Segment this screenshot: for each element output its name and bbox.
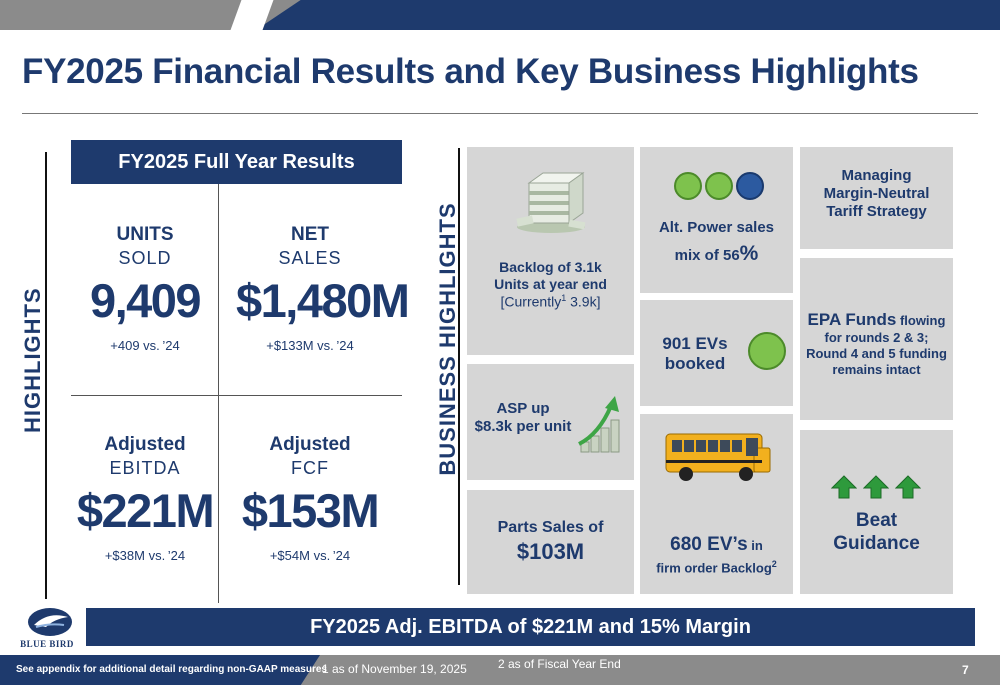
- alt-power-line2: mix of 56%: [674, 242, 759, 265]
- metric-head: Adjusted: [269, 434, 351, 455]
- footnote-2: 2 as of Fiscal Year End: [498, 657, 621, 671]
- metric-comparison: +$133M vs. ’24: [266, 338, 354, 353]
- metric-value: $221M: [76, 484, 215, 537]
- gasoline-badge-icon: [736, 172, 764, 200]
- backlog-line2: Units at year end: [494, 275, 607, 292]
- metric-head: UNITS: [116, 224, 174, 245]
- ebitda-banner: FY2025 Adj. EBITDA of $221M and 15% Marg…: [86, 608, 975, 646]
- electricity-badge-icon: [748, 332, 786, 370]
- highlights-divider: [45, 152, 47, 599]
- tile-backlog: Backlog of 3.1k Units at year end [Curre…: [467, 147, 634, 355]
- business-highlights-divider: [458, 148, 460, 585]
- footnote-1: 1 as of November 19, 2025: [322, 662, 467, 676]
- guidance-line1: Beat: [855, 510, 898, 531]
- epa-line4: remains intact: [832, 361, 921, 377]
- tile-alt-power: Alt. Power sales mix of 56%: [640, 147, 793, 293]
- ev-backlog-line1: 680 EV’s in: [670, 534, 763, 555]
- tile-tariff-strategy: Managing Margin-Neutral Tariff Strategy: [800, 147, 953, 249]
- results-grid-vertical: [218, 184, 219, 603]
- metric-adjusted-fcf: Adjusted FCF $153M +$54M vs. ’24: [236, 434, 384, 563]
- parts-line1: Parts Sales of: [497, 519, 604, 536]
- tile-ev-backlog: 680 EV’s in firm order Backlog2: [640, 414, 793, 594]
- asp-line1: ASP up: [496, 400, 550, 417]
- epa-line2: for rounds 2 & 3;: [824, 330, 929, 346]
- page-title: FY2025 Financial Results and Key Busines…: [22, 52, 919, 91]
- blue-bird-logo-icon: [28, 608, 72, 636]
- metric-comparison: +409 vs. ’24: [110, 338, 180, 353]
- electricity-badge-icon: [705, 172, 733, 200]
- page-number: 7: [962, 663, 969, 677]
- epa-line1: EPA Funds flowing: [807, 310, 946, 329]
- up-arrow-icon: [831, 475, 857, 499]
- metric-value: $1,480M: [236, 274, 410, 327]
- metric-net-sales: NET SALES $1,480M +$133M vs. ’24: [236, 224, 410, 353]
- results-grid-horizontal: [71, 395, 402, 396]
- tile-evs-booked: 901 EVs booked: [640, 300, 793, 406]
- backlog-line1: Backlog of 3.1k: [499, 259, 602, 275]
- ev-backlog-line2: firm order Backlog2: [656, 558, 777, 576]
- tariff-line3: Tariff Strategy: [826, 203, 927, 220]
- metric-adjusted-ebitda: Adjusted EBITDA $221M +$38M vs. ’24: [71, 434, 219, 563]
- tile-parts-sales: Parts Sales of $103M: [467, 490, 634, 594]
- alt-power-line1: Alt. Power sales: [658, 219, 775, 236]
- propane-badge-icon: [674, 172, 702, 200]
- metric-value: $153M: [241, 484, 380, 537]
- guidance-line2: Guidance: [833, 532, 920, 554]
- metric-head: Adjusted: [104, 434, 186, 455]
- evs-booked-line2: booked: [664, 354, 726, 374]
- metric-sub: FCF: [291, 458, 329, 478]
- metric-sub: SOLD: [118, 248, 172, 268]
- up-arrow-icon: [863, 475, 889, 499]
- metric-units-sold: UNITS SOLD 9,409 +409 vs. ’24: [71, 224, 219, 353]
- results-header: FY2025 Full Year Results: [71, 140, 402, 184]
- tariff-line1: Managing: [841, 167, 912, 184]
- tile-epa-funds: EPA Funds flowing for rounds 2 & 3; Roun…: [800, 258, 953, 420]
- metric-comparison: +$38M vs. ’24: [104, 548, 186, 563]
- footer: See appendix for additional detail regar…: [0, 655, 1000, 685]
- metric-head: NET: [291, 224, 329, 245]
- epa-line3: Round 4 and 5 funding: [806, 345, 947, 361]
- backlog-line3: [Currently1 3.9k]: [500, 292, 601, 310]
- logo-text: BLUE BIRD: [20, 639, 74, 649]
- title-divider: [22, 113, 978, 114]
- top-banner: [0, 0, 1000, 30]
- cash-stack-icon: [516, 172, 586, 233]
- parts-line2: $103M: [516, 539, 585, 565]
- up-arrow-icon: [895, 475, 921, 499]
- metric-sub: EBITDA: [109, 458, 181, 478]
- fuel-badges: [674, 172, 764, 202]
- asp-line2: $8.3k per unit: [474, 418, 572, 435]
- tariff-line2: Margin-Neutral: [823, 185, 930, 202]
- school-bus-icon: [665, 433, 771, 481]
- growth-chart-icon: [578, 396, 620, 453]
- up-arrows: [831, 474, 923, 500]
- metric-comparison: +$54M vs. ’24: [269, 548, 351, 563]
- metric-value: 9,409: [89, 274, 202, 327]
- tile-beat-guidance: Beat Guidance: [800, 430, 953, 594]
- tile-asp: ASP up $8.3k per unit: [467, 364, 634, 480]
- evs-booked-line1: 901 EVs: [662, 334, 728, 353]
- metric-sub: SALES: [278, 248, 342, 268]
- highlights-vertical-label: HIGHLIGHTS: [20, 287, 45, 433]
- footer-note: See appendix for additional detail regar…: [16, 664, 327, 675]
